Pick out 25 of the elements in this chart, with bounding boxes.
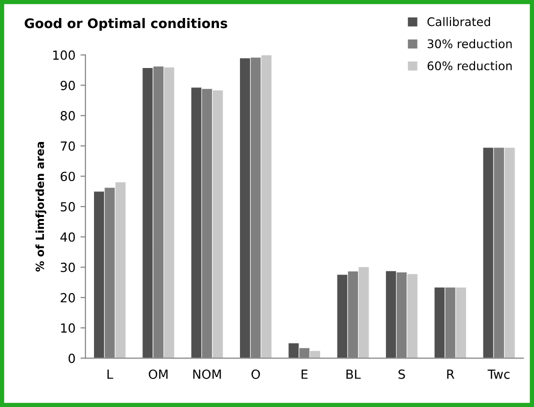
x-tick-label: NOM [193, 369, 221, 379]
x-tick-label: R [447, 370, 454, 379]
x-tick-label: OM [148, 369, 168, 379]
x-tick-label: BL [346, 370, 361, 379]
y-tick-label: 90 [60, 80, 75, 90]
y-tick-label: 0 [68, 354, 75, 364]
legend-label: 60% reduction [428, 61, 512, 70]
y-tick-label: 100 [53, 50, 75, 60]
legend-label: Callibrated [427, 17, 490, 26]
x-tick-label: L [108, 370, 114, 379]
x-tick-label: E [302, 370, 308, 379]
y-tick-label: 40 [60, 232, 75, 242]
chart-title: Good or Optimal conditions [24, 18, 228, 31]
x-tick-label: S [398, 369, 405, 379]
y-tick-label: 50 [60, 202, 75, 212]
y-tick-label: 60 [60, 172, 75, 182]
y-tick-label: 20 [60, 292, 75, 302]
y-axis-title: % of Limfjorden area [35, 142, 46, 272]
y-tick-label: 70 [60, 141, 75, 151]
y-tick-label: 80 [60, 111, 75, 121]
x-tick-label: Twc [488, 370, 510, 379]
x-tick-label: O [252, 369, 260, 379]
y-tick-label: 10 [61, 323, 75, 333]
y-tick-label: 30 [60, 262, 75, 272]
legend-label: 30% reduction [428, 39, 512, 48]
